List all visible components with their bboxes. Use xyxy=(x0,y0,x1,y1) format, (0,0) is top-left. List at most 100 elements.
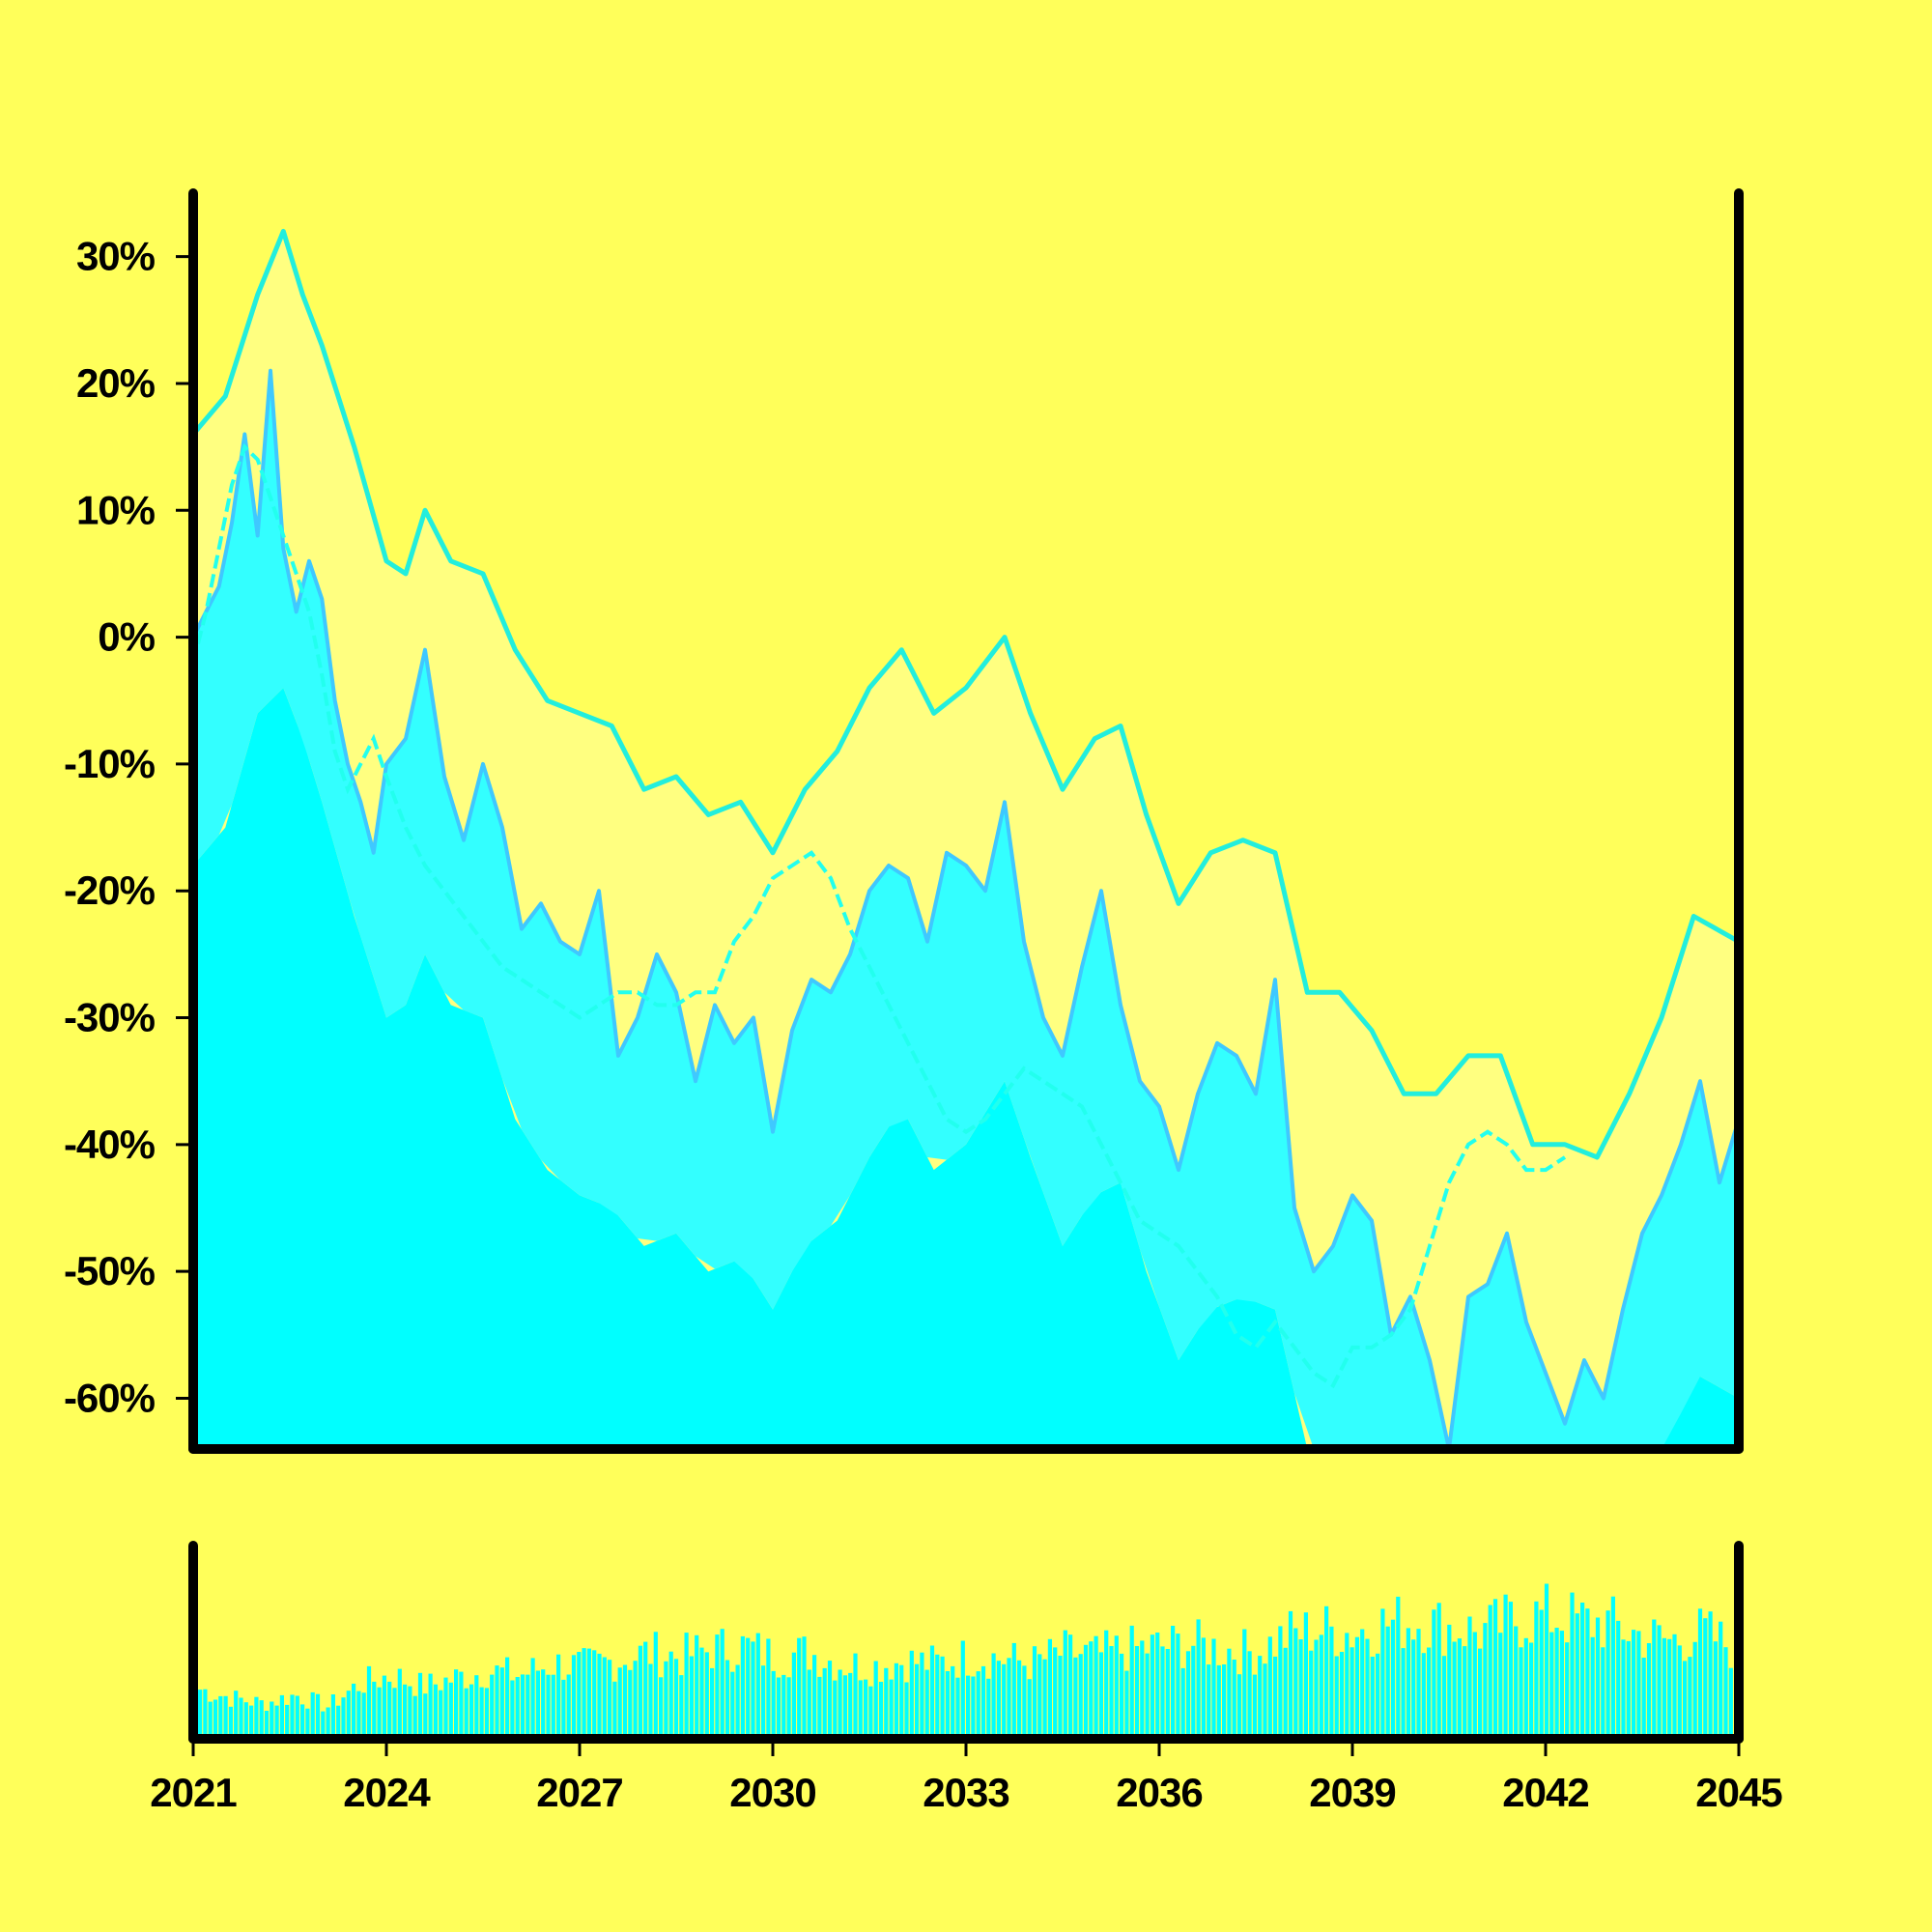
band-lower xyxy=(193,688,1739,1449)
volume-bar xyxy=(443,1677,448,1735)
volume-bar xyxy=(1160,1646,1165,1735)
volume-bar xyxy=(1376,1653,1380,1735)
main-panel xyxy=(188,188,1744,1454)
volume-bar xyxy=(1436,1603,1441,1735)
volume-bar xyxy=(996,1661,1001,1735)
x-tick-label: 2027 xyxy=(536,1770,622,1815)
volume-bar xyxy=(218,1695,223,1735)
moving-average-line xyxy=(193,442,1567,1389)
volume-bar xyxy=(735,1664,740,1735)
volume-bar xyxy=(234,1690,239,1735)
volume-bar xyxy=(1447,1624,1452,1735)
volume-bar xyxy=(761,1665,766,1735)
volume-bar xyxy=(408,1686,412,1735)
volume-bar xyxy=(223,1695,228,1735)
volume-bar xyxy=(1222,1664,1227,1735)
volume-bar xyxy=(715,1634,720,1735)
volume-bar xyxy=(720,1629,724,1735)
volume-bar xyxy=(1104,1630,1109,1735)
volume-bar xyxy=(1037,1654,1042,1735)
volume-bar xyxy=(1534,1601,1539,1735)
volume-bar xyxy=(915,1663,920,1735)
y-tick-label: 30% xyxy=(76,234,156,279)
volume-bar xyxy=(1641,1658,1646,1735)
volume-bar xyxy=(551,1674,555,1735)
volume-bar xyxy=(1032,1646,1037,1735)
volume-bar xyxy=(336,1705,341,1735)
x-tick-label: 2021 xyxy=(150,1770,237,1815)
volume-bar xyxy=(1697,1608,1703,1735)
volume-bar xyxy=(1288,1610,1293,1735)
volume-bar xyxy=(1258,1656,1263,1735)
volume-bar xyxy=(689,1656,694,1735)
volume-bar xyxy=(1411,1639,1416,1735)
volume-bar xyxy=(664,1661,668,1735)
volume-bar xyxy=(1380,1608,1385,1735)
volume-bar xyxy=(1063,1630,1067,1735)
volume-bar xyxy=(1636,1631,1641,1735)
volume-bar xyxy=(724,1660,730,1735)
volume-bar xyxy=(417,1672,423,1735)
main-plot-area xyxy=(193,228,1739,1449)
volume-bar xyxy=(955,1677,960,1735)
volume-bar xyxy=(884,1667,889,1735)
volume-bar xyxy=(740,1635,745,1735)
volume-bar xyxy=(1667,1638,1672,1735)
volume-bar xyxy=(853,1653,858,1735)
volume-bar xyxy=(346,1690,351,1735)
volume-bar xyxy=(361,1692,366,1735)
price-line xyxy=(193,368,1739,1449)
volume-bar xyxy=(403,1684,408,1735)
volume-bar xyxy=(1539,1609,1544,1735)
volume-bar xyxy=(1580,1603,1585,1735)
volume-bar xyxy=(1247,1651,1252,1735)
volume-bar xyxy=(372,1681,377,1735)
volume-bar xyxy=(1350,1647,1354,1735)
volume-bar xyxy=(1089,1641,1094,1735)
y-tick-label: -10% xyxy=(64,741,156,786)
volume-bar xyxy=(439,1690,443,1735)
volume-bar xyxy=(894,1662,898,1735)
volume-bar xyxy=(274,1705,279,1735)
volume-bar xyxy=(817,1676,822,1735)
volume-bar xyxy=(1027,1679,1032,1735)
volume-bar xyxy=(208,1701,213,1735)
x-tick-label: 2033 xyxy=(923,1770,1009,1815)
volume-bar xyxy=(259,1700,264,1735)
volume-bar xyxy=(1083,1644,1089,1735)
volume-bar xyxy=(710,1667,715,1735)
volume-bar xyxy=(766,1638,771,1735)
volume-bar xyxy=(526,1674,530,1735)
volume-bar xyxy=(812,1655,817,1735)
volume-bar xyxy=(797,1637,802,1735)
volume-bar xyxy=(1324,1605,1329,1735)
y-tick-label: 10% xyxy=(76,487,156,532)
volume-bar xyxy=(1236,1674,1242,1735)
volume-bar xyxy=(1078,1654,1083,1735)
volume-bar xyxy=(459,1671,464,1735)
volume-bar xyxy=(198,1690,203,1735)
x-tick-label: 2039 xyxy=(1309,1770,1395,1815)
volume-bar xyxy=(1452,1641,1457,1735)
volume-bar xyxy=(1354,1636,1359,1735)
volume-bar xyxy=(1595,1617,1601,1735)
volume-bar xyxy=(704,1652,709,1735)
volume-bar xyxy=(628,1669,633,1735)
volume-bar xyxy=(1114,1635,1119,1735)
volume-bar xyxy=(1549,1632,1554,1735)
volume-bar xyxy=(659,1677,664,1735)
volume-bar xyxy=(612,1681,617,1735)
volume-bar xyxy=(1632,1630,1636,1735)
volume-bar xyxy=(622,1664,628,1735)
volume-bar xyxy=(310,1691,315,1735)
volume-bar xyxy=(474,1675,479,1735)
volume-bar xyxy=(387,1681,392,1735)
volume-bar xyxy=(980,1665,986,1735)
volume-bar xyxy=(1345,1633,1350,1735)
volume-bar xyxy=(499,1667,504,1735)
volume-bar xyxy=(1677,1645,1682,1735)
volume-bar xyxy=(653,1632,658,1735)
volume-bar xyxy=(1002,1663,1007,1735)
volume-bar xyxy=(608,1660,612,1735)
